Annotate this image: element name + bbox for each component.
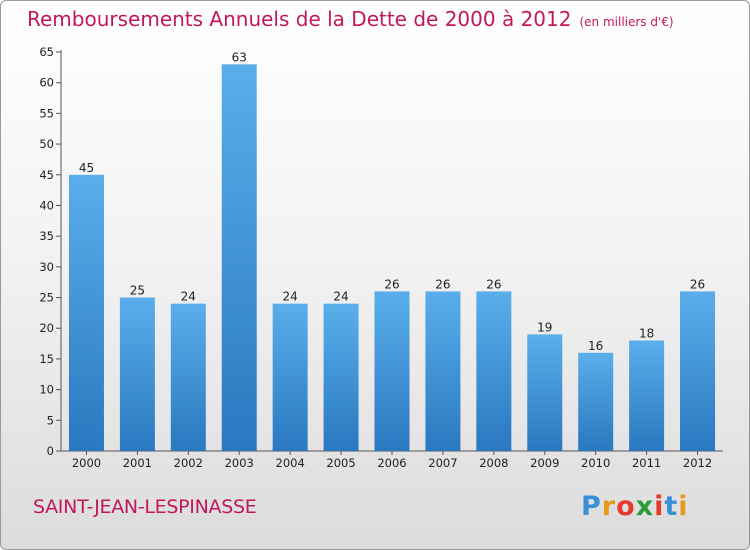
y-tick-label: 0	[47, 444, 54, 458]
data-label: 25	[130, 284, 145, 298]
logo-letter: o	[616, 491, 636, 522]
logo-letter: i	[678, 491, 689, 522]
y-tick-label: 60	[39, 76, 54, 90]
bar	[527, 334, 563, 451]
data-label: 26	[486, 277, 501, 291]
x-tick-label: 2010	[581, 456, 610, 470]
y-tick-label: 25	[39, 291, 54, 305]
y-tick-label: 40	[39, 198, 54, 212]
y-tick-label: 20	[39, 321, 54, 335]
bar	[68, 174, 104, 451]
proxiti-logo: Proxiti	[581, 491, 689, 522]
bar	[170, 303, 206, 451]
bar	[323, 303, 359, 451]
bar	[680, 291, 716, 451]
logo-letter: P	[581, 491, 602, 522]
x-tick-label: 2006	[377, 456, 406, 470]
bar	[476, 291, 512, 451]
y-tick-label: 55	[39, 106, 54, 120]
chart-title-text: Remboursements Annuels de la Dette de 20…	[27, 7, 572, 31]
y-tick-label: 45	[39, 168, 54, 182]
y-tick-label: 30	[39, 260, 54, 274]
data-label: 24	[283, 290, 298, 304]
y-tick-label: 65	[39, 45, 54, 59]
x-tick-label: 2002	[174, 456, 203, 470]
chart-subtitle: (en milliers d'€)	[579, 15, 674, 29]
y-tick-label: 5	[47, 413, 54, 427]
data-label: 26	[384, 277, 399, 291]
data-label: 24	[181, 290, 196, 304]
chart-title: Remboursements Annuels de la Dette de 20…	[27, 7, 674, 31]
x-tick-label: 2005	[326, 456, 355, 470]
x-tick-label: 2008	[479, 456, 508, 470]
logo-letter: r	[601, 491, 617, 522]
data-label: 26	[435, 277, 450, 291]
x-tick-label: 2003	[225, 456, 254, 470]
x-tick-label: 2001	[123, 456, 152, 470]
logo-letter: i	[654, 491, 665, 522]
x-tick-label: 2011	[632, 456, 661, 470]
x-tick-label: 2000	[72, 456, 101, 470]
logo-letter: t	[664, 491, 679, 522]
x-tick-label: 2007	[428, 456, 457, 470]
y-tick-label: 35	[39, 229, 54, 243]
x-tick-label: 2009	[530, 456, 559, 470]
bar	[578, 352, 614, 451]
y-tick-label: 15	[39, 352, 54, 366]
bar	[374, 291, 410, 451]
bar	[629, 340, 665, 451]
data-label: 45	[79, 161, 94, 175]
data-label: 24	[333, 290, 348, 304]
logo-letter: x	[635, 491, 655, 522]
bar	[221, 64, 257, 452]
commune-name: SAINT-JEAN-LESPINASSE	[33, 496, 257, 518]
data-label: 63	[232, 50, 247, 64]
data-label: 19	[537, 320, 552, 334]
bar	[425, 291, 461, 451]
data-label: 26	[690, 277, 705, 291]
bar	[272, 303, 308, 451]
x-tick-label: 2004	[276, 456, 305, 470]
bar	[119, 297, 155, 451]
data-label: 18	[639, 327, 654, 341]
x-tick-label: 2012	[683, 456, 712, 470]
y-tick-label: 50	[39, 137, 54, 151]
data-label: 16	[588, 339, 603, 353]
y-tick-label: 10	[39, 383, 54, 397]
